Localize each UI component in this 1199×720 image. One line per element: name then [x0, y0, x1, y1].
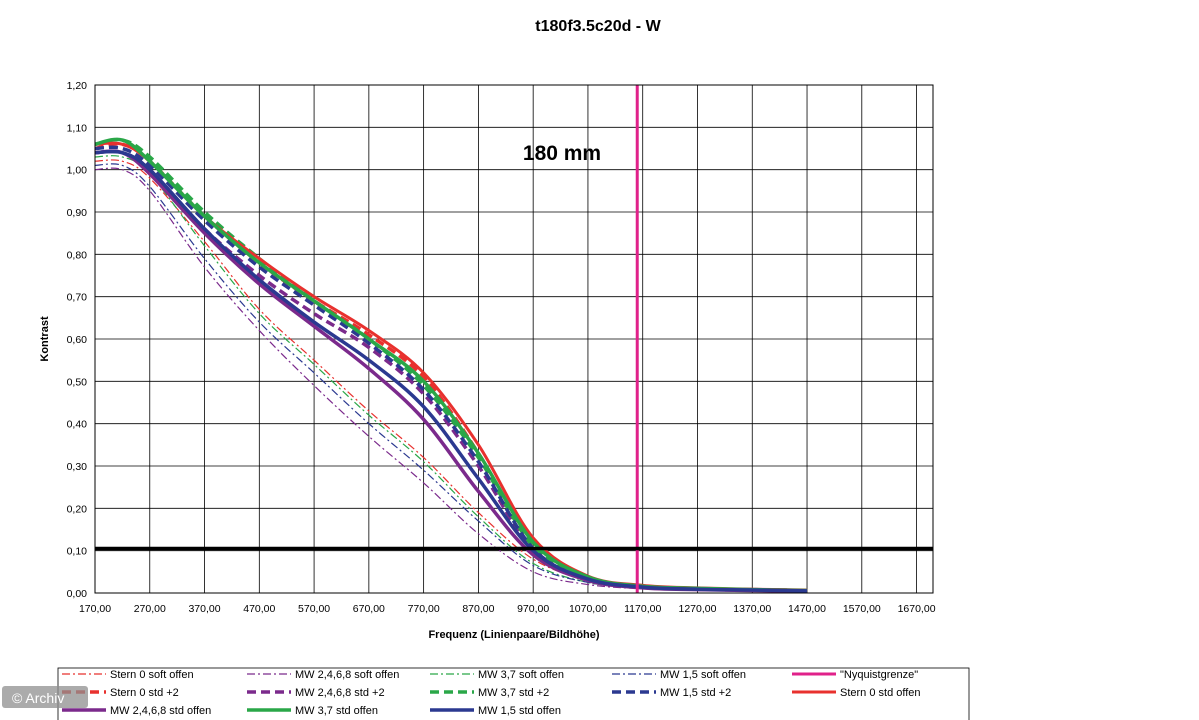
legend-label: MW 1,5 std +2: [660, 687, 731, 699]
x-tick-label: 870,00: [462, 603, 494, 615]
legend-label: MW 3,7 std offen: [295, 705, 378, 717]
legend-label: Stern 0 std +2: [110, 687, 179, 699]
grid: [94, 84, 933, 594]
y-tick-label: 0,00: [67, 588, 88, 600]
x-tick-label: 1470,00: [788, 603, 826, 615]
x-tick-label: 1370,00: [733, 603, 771, 615]
plot-border: [94, 84, 934, 594]
y-tick-label: 1,10: [67, 122, 88, 134]
legend-label: MW 1,5 std offen: [478, 705, 561, 717]
series-lines: [94, 137, 808, 594]
chart-title: t180f3.5c20d - W: [535, 18, 661, 35]
x-tick-label: 1670,00: [898, 603, 936, 615]
y-tick-label: 0,90: [67, 207, 88, 219]
legend-label: MW 3,7 soft offen: [478, 669, 564, 681]
legend-label: MW 1,5 soft offen: [660, 669, 746, 681]
legend-label: Stern 0 std offen: [840, 687, 921, 699]
y-tick-label: 0,50: [67, 376, 88, 388]
x-tick-label: 1570,00: [843, 603, 881, 615]
legend-label: Stern 0 soft offen: [110, 669, 194, 681]
legend-box: [57, 667, 970, 720]
x-tick-label: 170,00: [79, 603, 111, 615]
y-tick-label: 1,00: [67, 165, 88, 177]
legend-label: MW 2,4,6,8 std offen: [110, 705, 211, 717]
x-tick-label: 1070,00: [569, 603, 607, 615]
legend-label: MW 3,7 std +2: [478, 687, 549, 699]
series-line-mw-1-5-std-offen: [94, 149, 808, 593]
x-tick-label: 770,00: [408, 603, 440, 615]
x-axis-label: Frequenz (Linienpaare/Bildhöhe): [428, 629, 599, 641]
watermark-text: © Archiv: [12, 690, 64, 706]
y-tick-label: 0,30: [67, 461, 88, 473]
y-tick-label: 1,20: [67, 80, 88, 92]
reference-lines: [95, 85, 933, 593]
watermark: © Archiv: [2, 686, 88, 708]
series-line-mw-2-4-6-8-soft-offen: [94, 167, 808, 593]
y-tick-label: 0,60: [67, 334, 88, 346]
legend-label: MW 2,4,6,8 soft offen: [295, 669, 399, 681]
x-tick-label: 1270,00: [678, 603, 716, 615]
x-tick-label: 570,00: [298, 603, 330, 615]
y-tick-label: 0,20: [67, 503, 88, 515]
y-tick-label: 0,40: [67, 419, 88, 431]
x-tick-label: 970,00: [517, 603, 549, 615]
legend-label: "Nyquistgrenze": [840, 669, 918, 681]
legend-label: MW 2,4,6,8 std +2: [295, 687, 385, 699]
y-tick-label: 0,80: [67, 249, 88, 261]
x-tick-label: 370,00: [188, 603, 220, 615]
x-tick-label: 1170,00: [624, 603, 661, 615]
x-tick-label: 670,00: [353, 603, 385, 615]
annotation-180mm: 180 mm: [523, 142, 601, 165]
y-tick-labels: 0,00 0,10 0,20 0,30 0,40 0,50 0,60 0,70 0,80 0,90…: [67, 80, 88, 600]
x-tick-label: 470,00: [243, 603, 275, 615]
y-tick-label: 0,10: [67, 546, 88, 558]
legend: Stern 0 soft offen MW 2,4,6,8 soft offen M…: [62, 669, 921, 717]
x-tick-labels: 170,00 270,00 370,00 470,00 570,00 670,00 770,…: [79, 603, 936, 615]
x-tick-label: 270,00: [134, 603, 166, 615]
y-tick-label: 0,70: [67, 292, 88, 304]
y-axis-label: Kontrast: [39, 316, 51, 362]
